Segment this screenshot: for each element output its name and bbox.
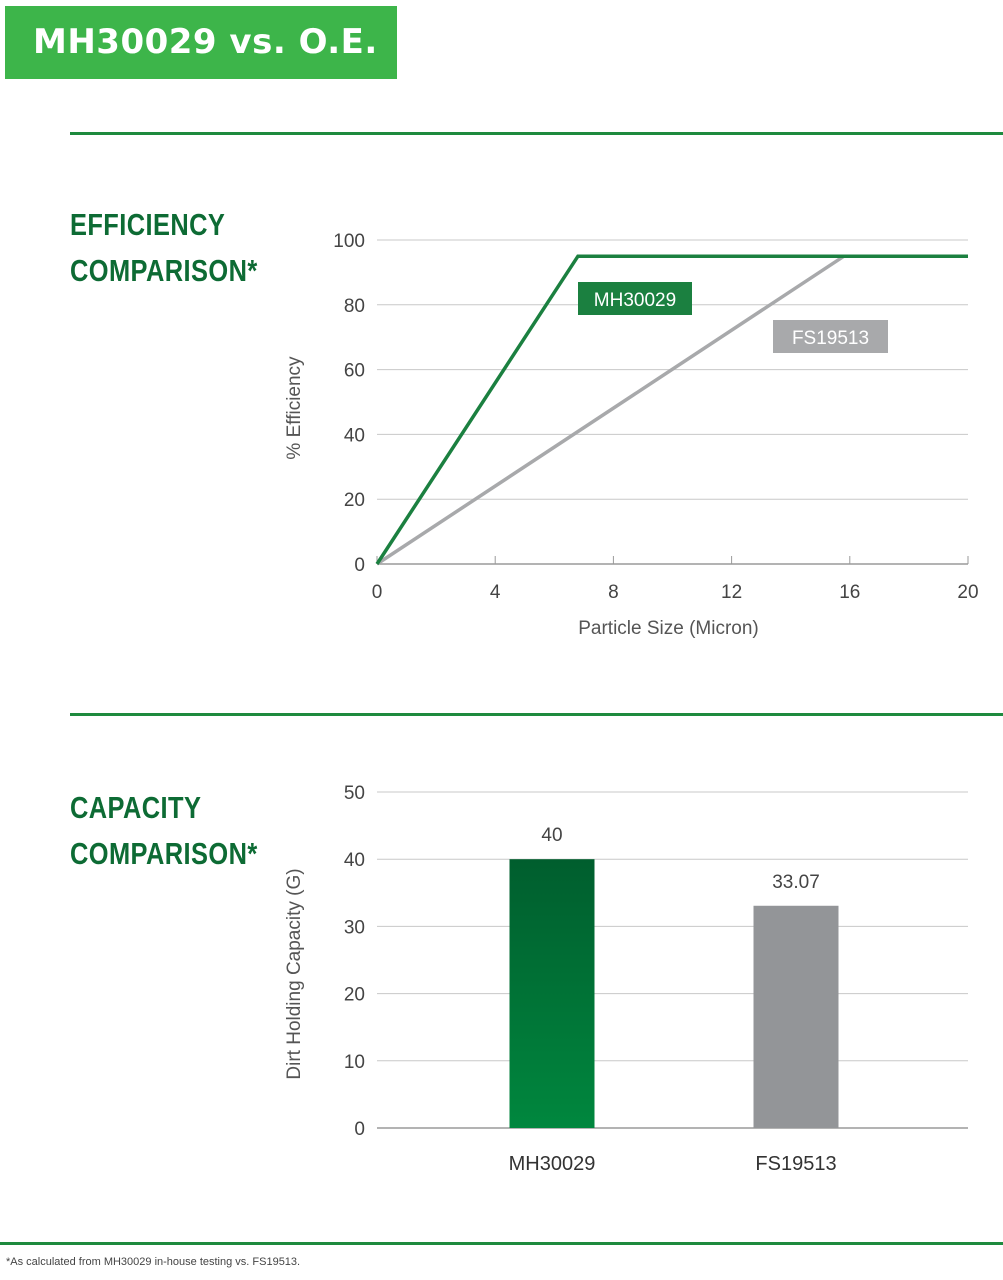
y-tick-label: 100 — [333, 231, 365, 252]
y-tick-label: 40 — [344, 850, 365, 871]
x-tick-label: 16 — [839, 582, 860, 603]
y-axis-title: Dirt Holding Capacity (G) — [284, 868, 305, 1079]
series-label-box-fs19513 — [773, 320, 888, 353]
page-banner: MH30029 vs. O.E. — [5, 6, 397, 79]
x-tick-label: 0 — [372, 582, 383, 603]
bar-value-label: 33.07 — [772, 872, 820, 893]
y-tick-label: 60 — [344, 361, 365, 382]
series-line-mh30029 — [375, 254, 968, 565]
section-divider-middle — [70, 713, 1003, 716]
y-tick-label: 40 — [344, 425, 365, 446]
capacity-title-line1: CAPACITY — [70, 790, 202, 825]
y-tick-label: 10 — [344, 1052, 365, 1073]
capacity-title-line2: COMPARISON* — [70, 836, 258, 871]
x-tick-label: 12 — [721, 582, 742, 603]
banner-title: MH30029 vs. O.E. — [33, 22, 378, 62]
section-divider-top — [70, 132, 1003, 135]
y-tick-label: 50 — [344, 783, 365, 804]
y-tick-label: 20 — [344, 490, 365, 511]
efficiency-section-title: EFFICIENCY COMPARISON* — [70, 202, 258, 294]
capacity-section-title: CAPACITY COMPARISON* — [70, 785, 258, 877]
bar-value-label: 40 — [541, 825, 562, 846]
x-tick-label: 4 — [490, 582, 501, 603]
x-category-label: MH30029 — [509, 1153, 596, 1175]
efficiency-title-line1: EFFICIENCY — [70, 207, 226, 242]
footer-divider — [0, 1242, 1003, 1245]
series-label-fs19513: FS19513 — [792, 328, 869, 349]
y-tick-label: 30 — [344, 917, 365, 938]
series-label-box-mh30029 — [578, 282, 692, 315]
efficiency-chart: 0 20 40 60 80 100 0 4 8 12 16 20 Particle Size (Micr… — [284, 231, 979, 639]
bar-mh30029 — [509, 859, 595, 1128]
x-category-label: FS19513 — [755, 1153, 836, 1175]
bar-fs19513 — [753, 905, 839, 1128]
series-label-mh30029: MH30029 — [594, 290, 676, 311]
x-axis-title: Particle Size (Micron) — [578, 618, 759, 639]
y-tick-label: 0 — [354, 1119, 365, 1140]
y-tick-label: 0 — [354, 555, 365, 576]
x-tick-label: 20 — [957, 582, 978, 603]
efficiency-title-line2: COMPARISON* — [70, 253, 258, 288]
y-tick-label: 80 — [344, 296, 365, 317]
footnote: *As calculated from MH30029 in-house tes… — [6, 1256, 301, 1268]
y-axis-title: % Efficiency — [284, 356, 305, 460]
capacity-chart: 0 10 20 30 40 50 Dirt Holding Capacity (G) 40 MH… — [284, 783, 968, 1175]
x-tick-label: 8 — [608, 582, 619, 603]
y-tick-label: 20 — [344, 985, 365, 1006]
